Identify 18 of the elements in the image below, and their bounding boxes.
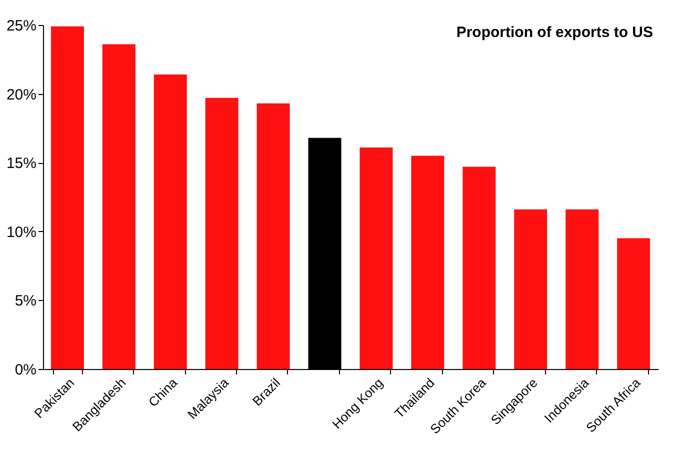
y-tick-label: 0%: [14, 362, 36, 378]
bar: [566, 209, 599, 369]
bar: [360, 147, 393, 369]
bar: [256, 103, 290, 369]
y-tick-label: 5%: [14, 292, 36, 310]
y-tick-label: 15%: [6, 155, 36, 172]
bar: [205, 98, 238, 369]
bar: [102, 44, 136, 369]
y-tick-label: 25%: [6, 18, 36, 34]
bar: [462, 166, 496, 369]
bar: [154, 74, 187, 369]
bar: [50, 26, 84, 369]
bar: [617, 238, 650, 369]
chart-title: Proportion of exports to US: [456, 24, 653, 41]
y-tick-label: 10%: [6, 224, 36, 241]
y-tick-label: 20%: [6, 86, 36, 104]
bar: [411, 156, 444, 369]
bar: [514, 209, 548, 369]
